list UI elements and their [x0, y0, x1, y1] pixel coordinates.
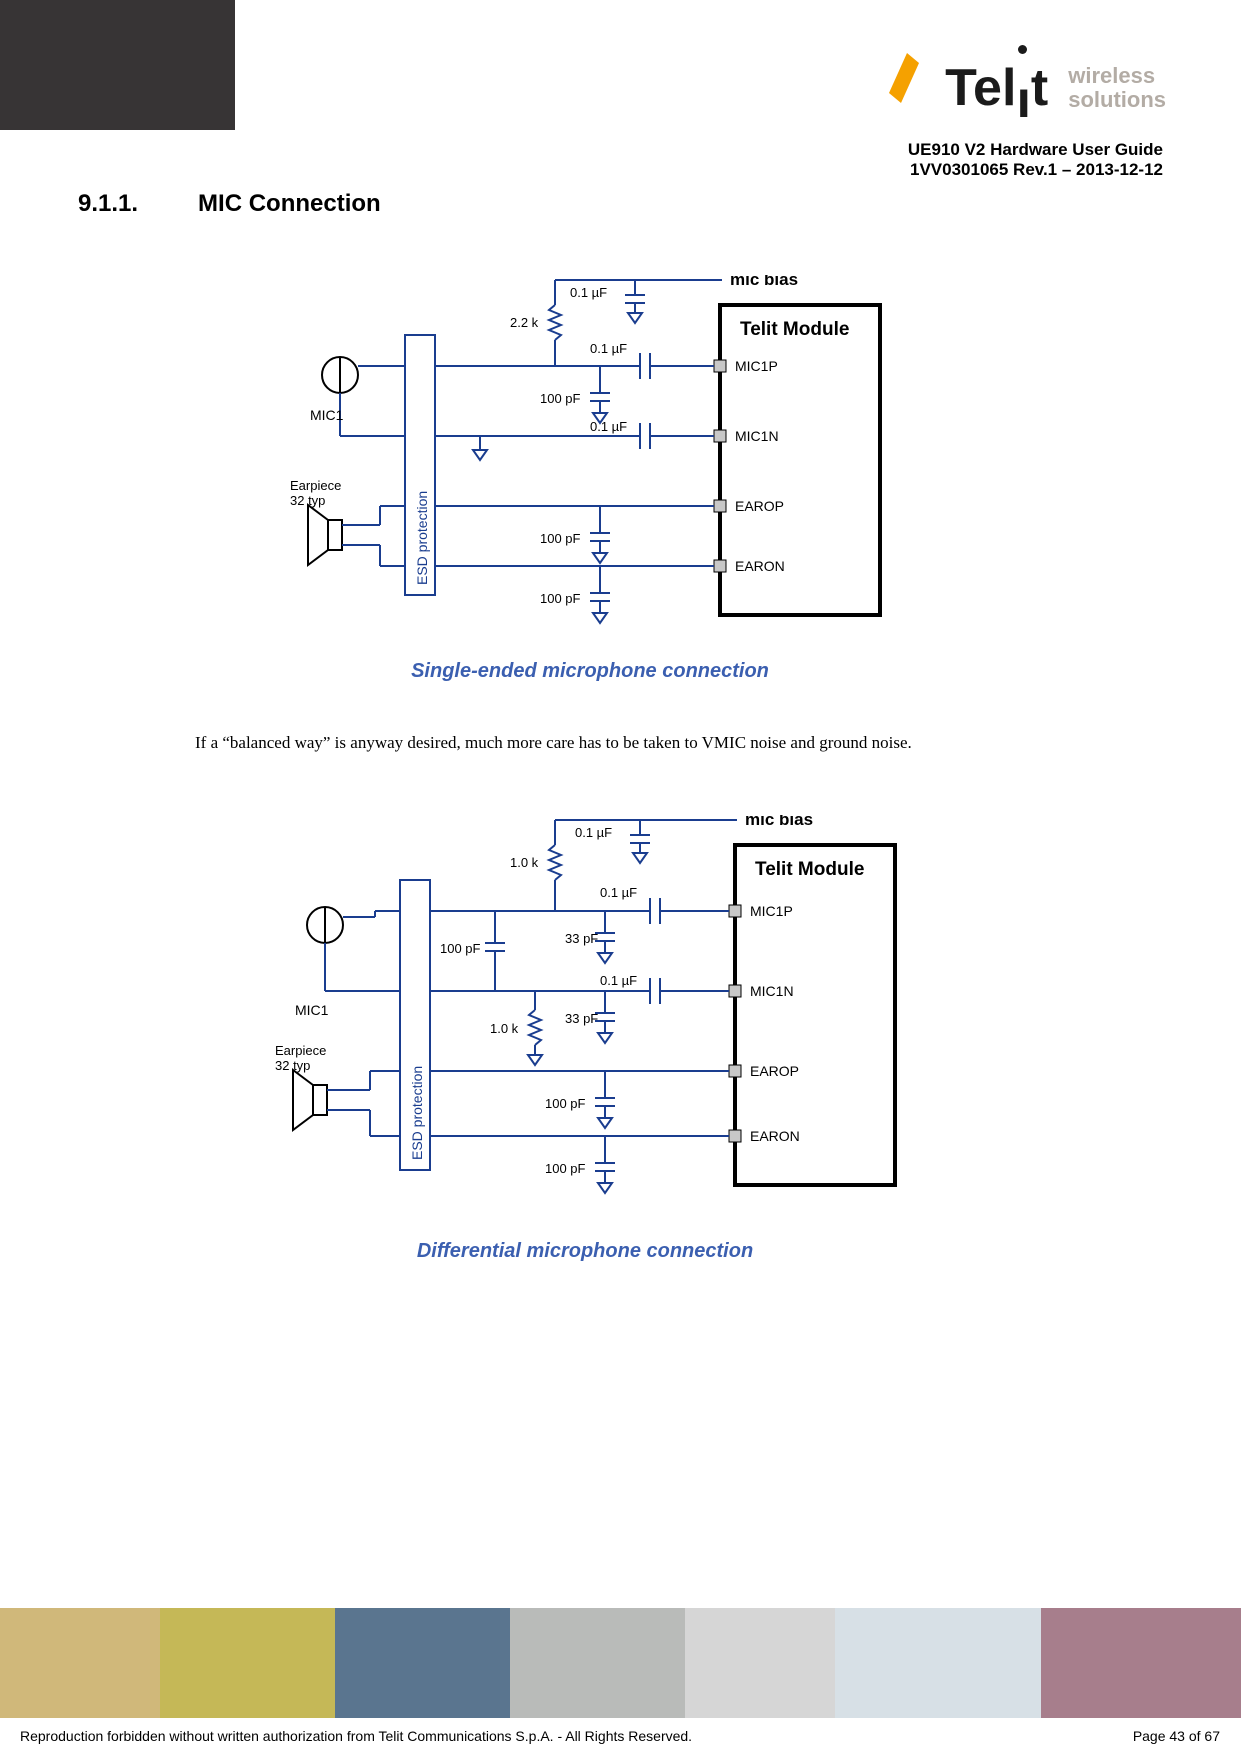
- doc-rev: 1VV0301065 Rev.1 – 2013-12-12: [908, 160, 1163, 180]
- diagram-single-ended: Telit Module MIC1P MIC1N EAROP EARON mic…: [280, 275, 900, 683]
- svg-text:EAROP: EAROP: [750, 1063, 799, 1079]
- svg-text:ESD protection: ESD protection: [414, 491, 430, 585]
- svg-text:33 pF: 33 pF: [565, 1011, 598, 1026]
- module-label: Telit Module: [740, 319, 849, 340]
- section-title: MIC Connection: [198, 190, 381, 218]
- svg-text:32 typ: 32 typ: [290, 493, 325, 508]
- svg-text:2.2 k: 2.2 k: [510, 315, 539, 330]
- diagram-differential: Telit Module MIC1P MIC1N EAROP EARON mic…: [255, 815, 915, 1263]
- doc-id: UE910 V2 Hardware User Guide 1VV0301065 …: [908, 140, 1163, 180]
- svg-text:ESD protection: ESD protection: [409, 1066, 425, 1160]
- body-paragraph: If a “balanced way” is anyway desired, m…: [195, 732, 1165, 755]
- tagline-line2: solutions: [1068, 88, 1166, 111]
- footer-tile: [835, 1608, 1041, 1718]
- svg-text:0.1 µF: 0.1 µF: [575, 825, 612, 840]
- footer-tile: [160, 1608, 335, 1718]
- svg-text:MIC1N: MIC1N: [750, 983, 794, 999]
- svg-text:mic bias: mic bias: [730, 275, 798, 289]
- footer-tile: [510, 1608, 685, 1718]
- svg-text:0.1 µF: 0.1 µF: [590, 419, 627, 434]
- svg-text:MIC1N: MIC1N: [735, 428, 779, 444]
- footer-page: Page 43 of 67: [1133, 1728, 1220, 1744]
- svg-text:100 pF: 100 pF: [540, 591, 581, 606]
- logo-accent-icon: [889, 53, 925, 123]
- svg-text:100 pF: 100 pF: [540, 391, 581, 406]
- svg-text:32 typ: 32 typ: [275, 1058, 310, 1073]
- section-heading: 9.1.1. MIC Connection: [78, 190, 381, 218]
- tagline: wireless solutions: [1068, 64, 1166, 110]
- svg-text:1.0 k: 1.0 k: [490, 1021, 519, 1036]
- section-number: 9.1.1.: [78, 190, 138, 218]
- differential-svg: Telit Module MIC1P MIC1N EAROP EARON mic…: [255, 815, 915, 1235]
- svg-text:1.0 k: 1.0 k: [510, 855, 539, 870]
- svg-text:EARON: EARON: [750, 1128, 800, 1144]
- svg-text:MIC1P: MIC1P: [750, 903, 793, 919]
- logo: Telıt wireless solutions: [889, 45, 1166, 130]
- svg-text:100 pF: 100 pF: [440, 941, 481, 956]
- svg-text:MIC1P: MIC1P: [735, 358, 778, 374]
- svg-text:0.1 µF: 0.1 µF: [600, 885, 637, 900]
- svg-text:MIC1: MIC1: [310, 407, 344, 423]
- svg-text:EAROP: EAROP: [735, 498, 784, 514]
- logo-text: Telıt: [945, 45, 1048, 130]
- footer-tile: [1041, 1608, 1241, 1718]
- footer-copyright: Reproduction forbidden without written a…: [20, 1728, 692, 1744]
- doc-title: UE910 V2 Hardware User Guide: [908, 140, 1163, 160]
- single-ended-svg: Telit Module MIC1P MIC1N EAROP EARON mic…: [280, 275, 900, 655]
- svg-text:0.1 µF: 0.1 µF: [570, 285, 607, 300]
- svg-text:100 pF: 100 pF: [545, 1096, 586, 1111]
- svg-text:MIC1: MIC1: [295, 1002, 329, 1018]
- svg-text:Telit Module: Telit Module: [755, 859, 864, 880]
- svg-text:33 pF: 33 pF: [565, 931, 598, 946]
- footer-tile: [685, 1608, 835, 1718]
- svg-text:100 pF: 100 pF: [540, 531, 581, 546]
- svg-text:EARON: EARON: [735, 558, 785, 574]
- tagline-line1: wireless: [1068, 64, 1166, 87]
- svg-text:Earpiece: Earpiece: [290, 478, 341, 493]
- header-dark-block: [0, 0, 235, 130]
- svg-text:100 pF: 100 pF: [545, 1161, 586, 1176]
- footer-tile: [335, 1608, 510, 1718]
- footer-tile: [0, 1608, 160, 1718]
- svg-text:mic bias: mic bias: [745, 815, 813, 829]
- svg-text:0.1 µF: 0.1 µF: [590, 341, 627, 356]
- diagram2-caption: Differential microphone connection: [255, 1240, 915, 1263]
- svg-text:Earpiece: Earpiece: [275, 1043, 326, 1058]
- footer-image-strip: [0, 1608, 1241, 1718]
- footer-text: Reproduction forbidden without written a…: [20, 1728, 1220, 1744]
- svg-text:0.1 µF: 0.1 µF: [600, 973, 637, 988]
- diagram1-caption: Single-ended microphone connection: [280, 660, 900, 683]
